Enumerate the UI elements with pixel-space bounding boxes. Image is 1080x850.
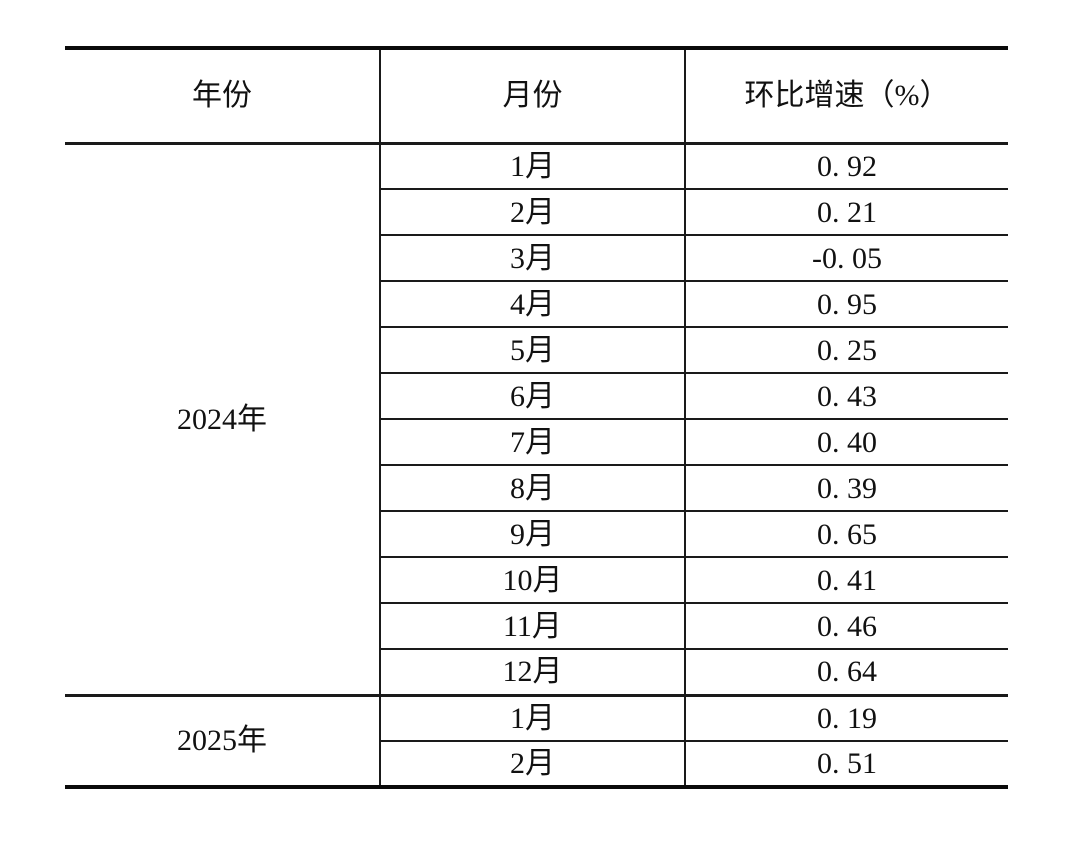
- month-cell: 2月: [379, 741, 685, 787]
- month-cell: 2月: [379, 189, 685, 236]
- header-rate: 环比增速（%）: [684, 48, 1008, 145]
- table-row: 12月 0. 64: [65, 649, 1008, 697]
- month-cell: 1月: [379, 695, 685, 742]
- table-row: 9月 0. 65: [65, 511, 1008, 558]
- table-row: 8月 0. 39: [65, 465, 1008, 512]
- rate-cell: 0. 19: [684, 695, 1008, 742]
- table-row: 2024年 1月 0. 92: [65, 143, 1008, 697]
- month-cell: 8月: [379, 465, 685, 512]
- table-header: 年份 月份 环比增速（%）: [65, 48, 1008, 145]
- table-row: 7月 0. 40: [65, 419, 1008, 466]
- table-body: 2024年 1月 0. 92 2月 0. 21 3月 -0. 05 4月 0. …: [65, 143, 1008, 787]
- rate-cell: 0. 65: [684, 511, 1008, 558]
- rate-cell: 0. 39: [684, 465, 1008, 512]
- rate-cell: 0. 41: [684, 557, 1008, 604]
- table-row: 5月 0. 25: [65, 327, 1008, 374]
- header-month: 月份: [379, 48, 685, 145]
- rate-cell: 0. 64: [684, 649, 1008, 697]
- table-row: 3月 -0. 05: [65, 235, 1008, 282]
- year-cell-2025: 2025年: [177, 724, 267, 758]
- growth-rate-table-wrap: 年份 月份 环比增速（%） 2024年 1月 0. 92 2月 0. 21 3月…: [65, 46, 1008, 789]
- table-row: 2025年 1月 0. 19: [65, 695, 1008, 757]
- table-row: 11月 0. 46: [65, 603, 1008, 650]
- month-cell: 11月: [379, 603, 685, 650]
- month-cell: 1月: [379, 143, 685, 190]
- month-cell: 7月: [379, 419, 685, 466]
- table-row: 10月 0. 41: [65, 557, 1008, 604]
- header-row: 年份 月份 环比增速（%）: [65, 48, 1008, 145]
- month-cell: 6月: [379, 373, 685, 420]
- month-cell: 4月: [379, 281, 685, 328]
- rate-cell: 0. 25: [684, 327, 1008, 374]
- rate-cell: 0. 46: [684, 603, 1008, 650]
- year-cell-2024: 2024年: [65, 143, 380, 697]
- rate-cell: 0. 21: [684, 189, 1008, 236]
- month-cell: 3月: [379, 235, 685, 282]
- table-row: 2月 0. 21: [65, 189, 1008, 236]
- rate-cell: 0. 95: [684, 281, 1008, 328]
- rate-cell: -0. 05: [684, 235, 1008, 282]
- month-cell: 5月: [379, 327, 685, 374]
- table-row: 6月 0. 43: [65, 373, 1008, 420]
- header-year: 年份: [65, 48, 380, 145]
- table-row: 4月 0. 95: [65, 281, 1008, 328]
- rate-cell: 0. 51: [684, 741, 1008, 787]
- growth-rate-table: 年份 月份 环比增速（%） 2024年 1月 0. 92 2月 0. 21 3月…: [65, 46, 1008, 789]
- rate-cell: 0. 43: [684, 373, 1008, 420]
- month-cell: 10月: [379, 557, 685, 604]
- rate-cell: 0. 92: [684, 143, 1008, 190]
- rate-cell: 0. 40: [684, 419, 1008, 466]
- month-cell: 9月: [379, 511, 685, 558]
- table-row: 2月 0. 51: [65, 741, 1008, 787]
- month-cell: 12月: [379, 649, 685, 697]
